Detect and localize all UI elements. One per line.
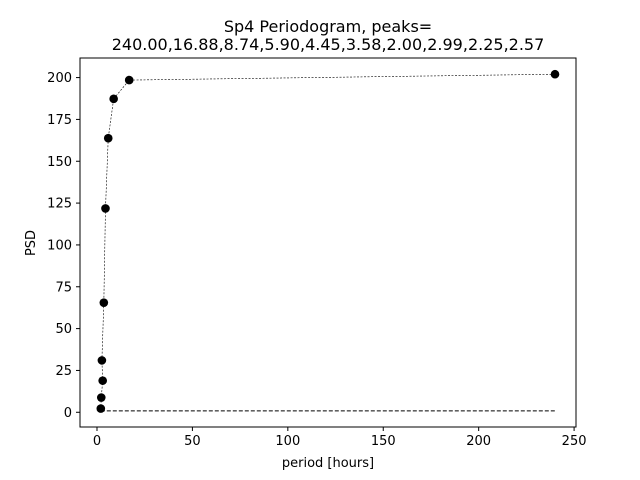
plot-area — [79, 57, 577, 428]
y-tick-label: 100 — [47, 238, 72, 253]
x-tick-label: 100 — [275, 434, 300, 449]
data-point — [109, 94, 118, 104]
data-point — [96, 393, 106, 402]
x-tick-label: 200 — [466, 434, 491, 449]
data-point — [101, 204, 110, 213]
y-tick-label: 175 — [47, 113, 72, 128]
y-tick-label: 150 — [47, 155, 72, 170]
x-tick-label: 250 — [562, 434, 587, 449]
y-tick-label: 200 — [47, 71, 72, 86]
x-tick-label: 0 — [93, 434, 101, 449]
series-line — [100, 73, 556, 409]
chart-title-line1: Sp4 Periodogram, peaks= — [224, 17, 432, 36]
data-point — [550, 69, 560, 79]
x-tick-label: 50 — [184, 434, 201, 449]
x-tick-label: 150 — [371, 434, 396, 449]
data-point — [99, 298, 109, 307]
y-axis: 0 25 50 75 100 125 150 175 200 — [47, 71, 80, 421]
y-tick-label: 50 — [55, 322, 72, 337]
chart-title-line2: 240.00,16.88,8.74,5.90,4.45,3.58,2.00,2.… — [112, 35, 545, 54]
y-tick-label: 0 — [64, 406, 72, 421]
y-axis-label: PSD — [24, 230, 39, 256]
data-point — [103, 133, 113, 143]
data-point — [96, 404, 106, 413]
x-axis-label: period [hours] — [282, 456, 374, 471]
data-point — [98, 376, 107, 385]
y-tick-label: 75 — [55, 280, 72, 295]
data-point — [97, 356, 107, 365]
y-tick-label: 25 — [55, 364, 72, 379]
data-point — [124, 75, 134, 85]
x-axis: 0 50 100 150 200 250 — [93, 427, 587, 449]
y-tick-label: 125 — [47, 197, 72, 212]
series-layer — [96, 69, 560, 413]
